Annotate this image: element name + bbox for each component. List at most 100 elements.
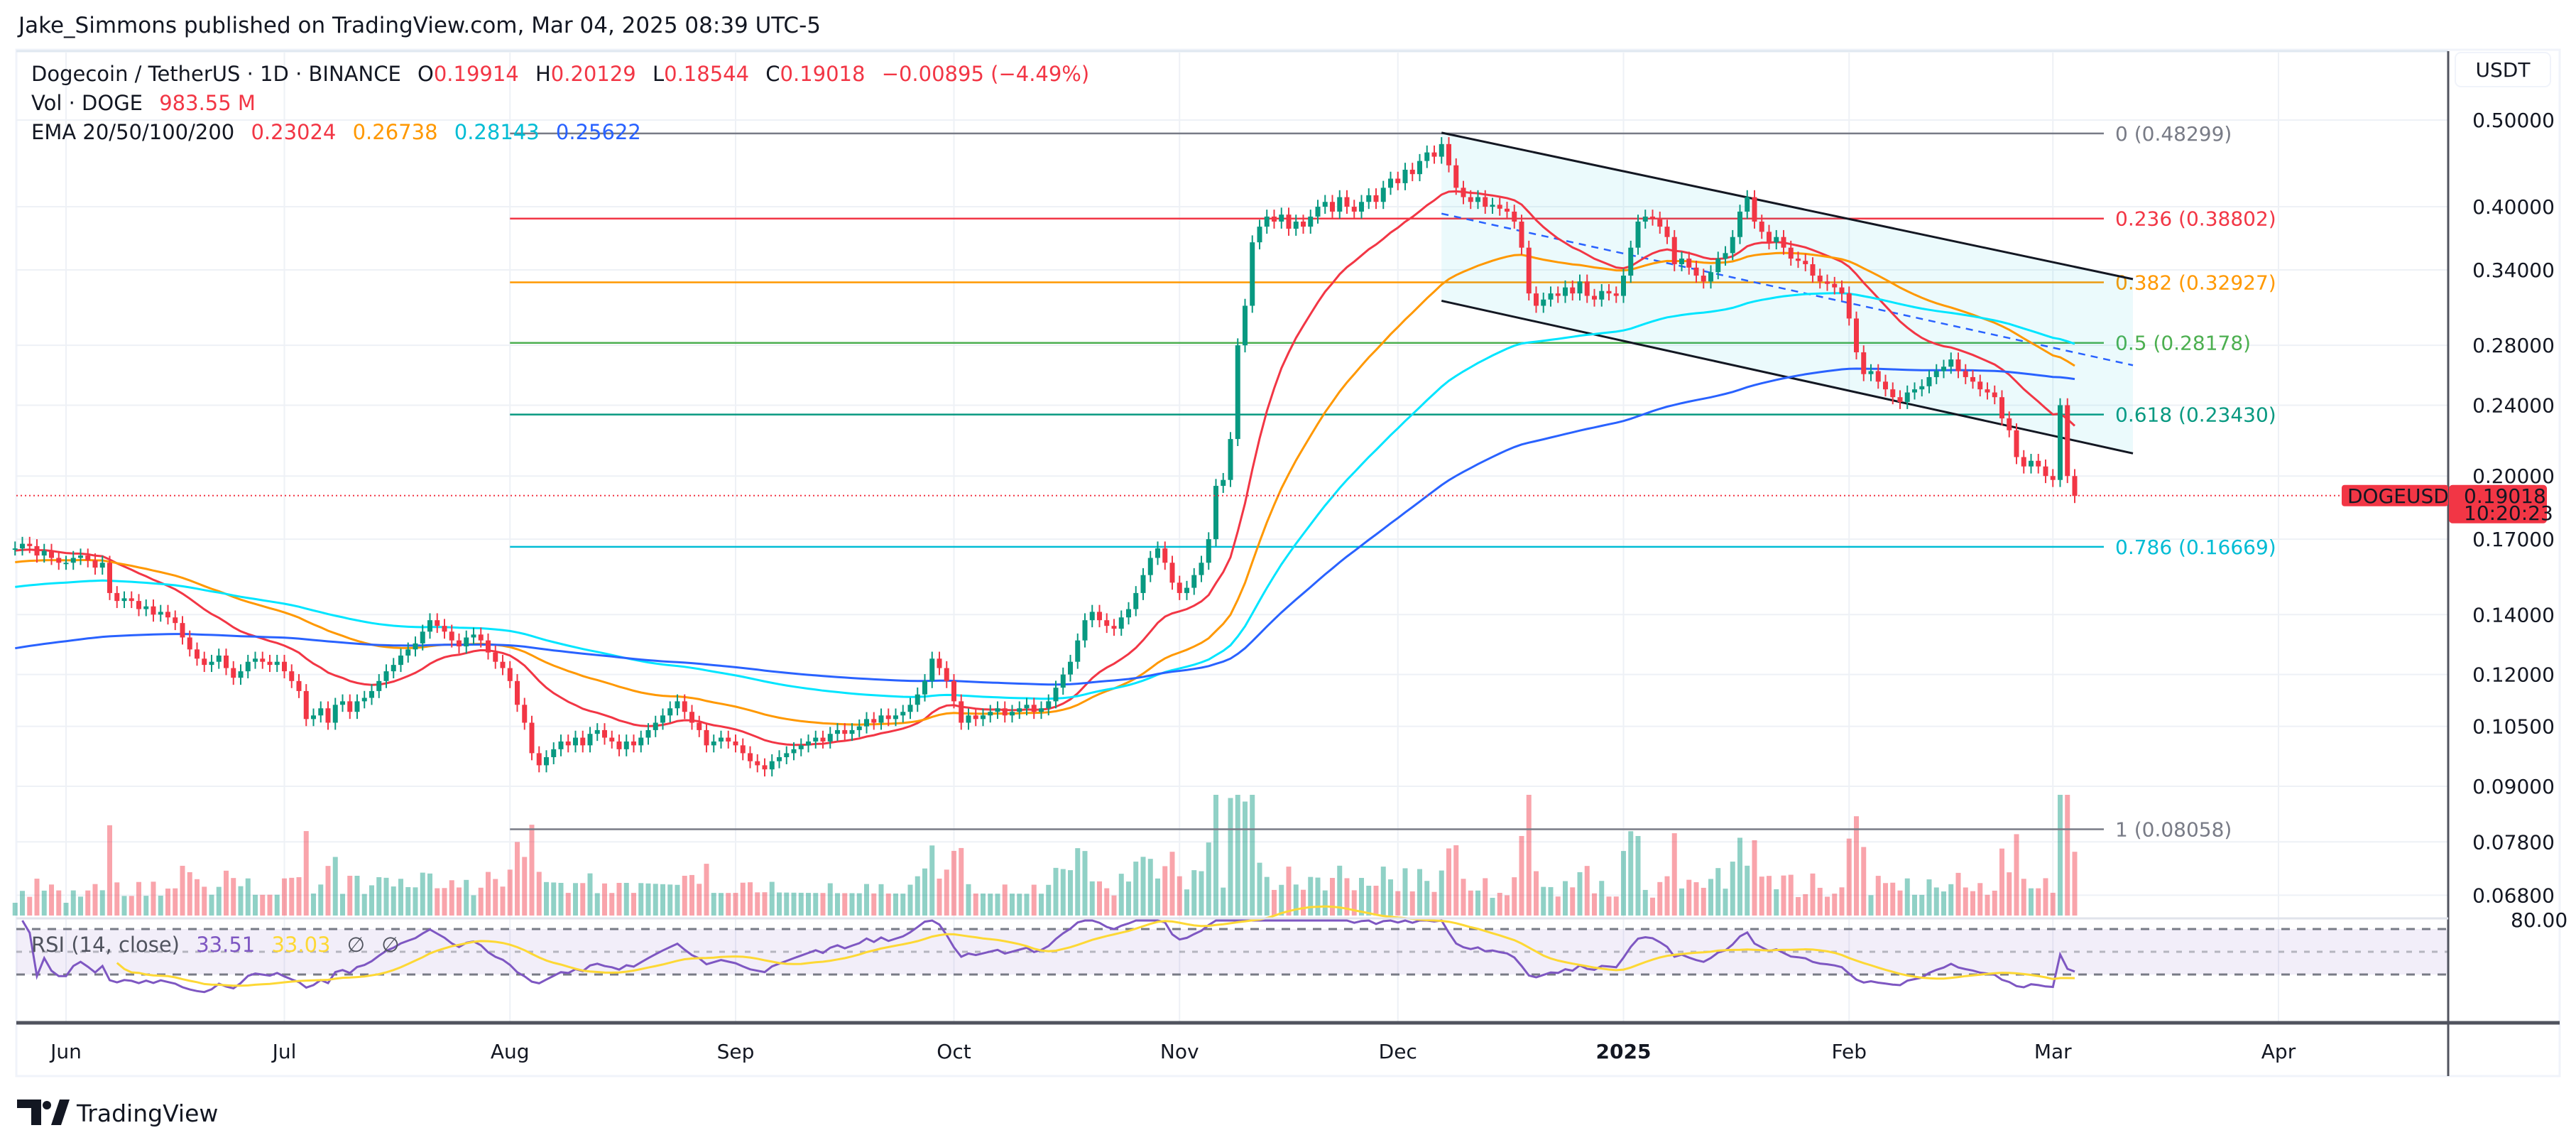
volume-bar: [209, 894, 214, 916]
candle-body: [1359, 202, 1364, 212]
candle-body: [1592, 295, 1597, 300]
candle-body: [12, 548, 18, 550]
candle-body: [1126, 609, 1131, 618]
candle-body: [1097, 612, 1102, 621]
candle-body: [1118, 617, 1124, 629]
rsi-legend[interactable]: RSI (14, close) 33.51 33.03 ∅ ∅: [31, 933, 399, 957]
volume-bar: [856, 893, 862, 916]
volume-bar: [981, 893, 986, 916]
candle-body: [99, 563, 105, 568]
volume-bar: [1431, 891, 1437, 916]
candle-body: [1701, 276, 1706, 282]
volume-bar: [245, 878, 251, 916]
candle-body: [1388, 178, 1393, 188]
candle-body: [623, 741, 629, 749]
volume-bar: [1904, 878, 1910, 916]
candle-body: [1555, 293, 1561, 296]
candle-body: [27, 543, 33, 546]
volume-bar: [34, 879, 40, 916]
candle-body: [85, 555, 91, 560]
volume-bar: [63, 903, 69, 916]
candle-body: [267, 661, 273, 666]
candle-body: [187, 637, 192, 650]
candle-body: [1788, 247, 1794, 259]
candle-body: [820, 737, 826, 742]
volume-bar: [653, 884, 658, 916]
rsi-label: RSI (14, close): [31, 933, 180, 957]
volume-bar: [1257, 862, 1262, 916]
volume-bar: [2065, 795, 2070, 916]
open-label: O: [417, 62, 434, 86]
volume-bar: [1169, 852, 1175, 916]
volume-bar: [12, 903, 18, 916]
time-tick-label: Feb: [1831, 1040, 1867, 1063]
volume-bar: [311, 893, 316, 916]
ema-label: EMA 20/50/100/200: [31, 120, 234, 144]
volume-bar: [522, 857, 528, 916]
volume-bar: [180, 865, 185, 916]
price-tick-label: 0.14000: [2472, 603, 2555, 626]
volume-bar: [915, 876, 920, 916]
candle-body: [1191, 575, 1197, 588]
fib-level-label: 0.786 (0.16669): [2115, 536, 2276, 559]
candle-body: [78, 555, 83, 558]
ema200-value: 0.25622: [556, 120, 641, 144]
time-axis[interactable]: Jun Jul Aug Sep Oct Nov Dec 2025 Feb Mar Apr: [49, 1040, 2296, 1063]
symbol-legend[interactable]: Dogecoin / TetherUS · 1D · BINANCE O0.19…: [31, 62, 1089, 86]
volume-bar: [719, 893, 724, 916]
volume-bar: [762, 892, 768, 916]
volume-bar: [1409, 891, 1415, 916]
candle-body: [1089, 612, 1095, 621]
volume-bar: [1002, 884, 1008, 916]
candle-body: [1664, 227, 1670, 237]
volume-bar: [1497, 892, 1502, 916]
candle-body: [885, 715, 891, 720]
candle-body: [675, 701, 680, 709]
volume-legend[interactable]: Vol · DOGE 983.55 M: [31, 91, 256, 115]
fib-level-label: 1 (0.08058): [2115, 818, 2232, 841]
volume-bar: [486, 872, 491, 916]
volume-bar: [1053, 867, 1059, 916]
ema-legend[interactable]: EMA 20/50/100/200 0.23024 0.26738 0.2814…: [31, 120, 641, 144]
candle-body: [1796, 259, 1801, 261]
candle-body: [318, 708, 324, 716]
time-tick-label: Sep: [717, 1040, 755, 1063]
volume-bar: [1933, 887, 1939, 916]
currency-button[interactable]: [2455, 52, 2551, 87]
candle-body: [442, 626, 447, 632]
volume-bar: [973, 893, 978, 916]
candle-body: [1308, 216, 1314, 227]
time-tick-label: Nov: [1160, 1040, 1199, 1063]
candle-body: [711, 741, 716, 746]
candle-body: [973, 715, 978, 720]
tradingview-logo[interactable]: TradingView: [17, 1100, 218, 1127]
candle-body: [1584, 281, 1590, 296]
candle-body: [1206, 539, 1211, 563]
volume-bar: [165, 888, 170, 916]
volume-bar: [2014, 834, 2019, 916]
candle-body: [493, 652, 498, 662]
fib-level-label: 0 (0.48299): [2115, 122, 2232, 146]
candle-body: [1955, 359, 1961, 371]
candle-body: [827, 734, 833, 742]
fibonacci-retracement[interactable]: 0 (0.48299) 0.236 (0.38802) 0.382 (0.32927…: [510, 122, 2276, 842]
volume-bar: [1286, 867, 1292, 916]
candle-body: [536, 753, 542, 766]
tradingview-logo-dot: [43, 1101, 51, 1109]
candle-body: [1657, 218, 1663, 227]
price-axis[interactable]: 0.50000 0.40000 0.34000 0.28000 0.24000 0.200…: [2472, 109, 2555, 907]
volume-bar: [536, 872, 542, 916]
candle-body: [1257, 227, 1262, 243]
volume-bar: [187, 872, 192, 916]
candle-body: [907, 705, 913, 712]
candle-body: [1599, 291, 1605, 300]
candle-body: [1817, 276, 1823, 282]
volume-bar: [347, 875, 353, 916]
volume-bar: [988, 894, 993, 916]
ema-50-line: [15, 251, 2075, 726]
candle-body: [70, 558, 76, 563]
candle-body: [1039, 708, 1044, 712]
candle-body: [1745, 197, 1750, 212]
volume-bar: [1686, 879, 1692, 916]
